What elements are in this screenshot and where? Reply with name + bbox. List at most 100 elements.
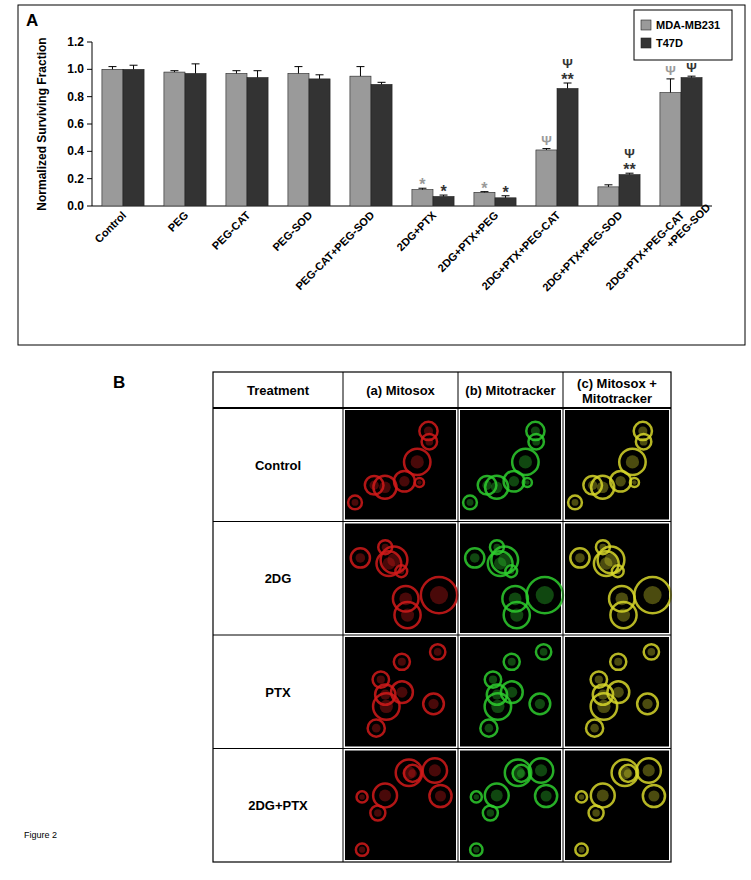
y-tick-label: 1.2 (67, 35, 84, 49)
cell-signal (643, 785, 665, 807)
x-axis: ControlPEGPEG-CATPEG-SODPEG-CAT+PEG-SOD2… (92, 192, 712, 301)
x-tick-label: PEG-CAT+PEG-SOD (293, 209, 376, 292)
cell-signal (615, 568, 621, 574)
cell-signal (368, 720, 385, 737)
cell-signal (570, 548, 589, 567)
micrograph (345, 410, 456, 520)
error-cap (192, 63, 200, 64)
x-tick-label: 2DG+PTX+PEG (435, 209, 500, 274)
error-bar (356, 67, 364, 77)
cell-signal (579, 794, 585, 800)
error-stem (670, 79, 671, 93)
cell-signal (529, 758, 553, 782)
label-line: PEG (165, 209, 190, 234)
cell-signal (505, 760, 531, 786)
legend-swatch (641, 20, 651, 30)
label-line: PEG-SOD (270, 209, 314, 253)
cell-signal (489, 675, 497, 683)
figure-label: Figure 2 (24, 830, 57, 840)
micrograph (345, 751, 456, 861)
micrograph (460, 751, 561, 861)
cell-signal (399, 592, 412, 605)
x-tick-label: 2DG+PTX+PEG-CAT+PEG-SOD (603, 192, 712, 301)
cell-signal (430, 586, 448, 604)
cell-signal (435, 790, 446, 801)
x-tick-label: PEG-SOD (270, 209, 314, 253)
label-line: 2DG+PTX+PEG-CAT (603, 209, 686, 292)
cell-signal (434, 648, 442, 656)
bar (557, 88, 578, 206)
cell-signal (508, 658, 516, 666)
treatment-label: 2DG+PTX (248, 798, 308, 813)
cell-signal (396, 760, 422, 786)
micrograph (565, 410, 669, 520)
cell-signal (487, 809, 495, 817)
cell-signal (612, 565, 624, 577)
cell-signal (377, 675, 385, 683)
cell-signal (411, 455, 424, 468)
cell-signal (372, 724, 381, 733)
bar (598, 187, 619, 206)
image-table: Treatment(a) Mitosox(b) Mitotracker(c) M… (213, 372, 671, 862)
cell-signal (615, 592, 628, 605)
error-bar (192, 64, 200, 74)
bar (309, 79, 330, 206)
table-rule (213, 407, 671, 409)
cell-signal (402, 766, 415, 779)
error-stem (298, 67, 299, 74)
cell-signal (404, 449, 430, 475)
x-tick-label-group: PEG-SOD (270, 209, 314, 253)
label-line: +PEG-SOD (664, 201, 713, 250)
x-tick-label: PEG-CAT (210, 209, 253, 252)
cell-signal (618, 766, 631, 779)
cell-signal (506, 687, 517, 698)
cell-signal (591, 784, 615, 808)
error-cap (542, 148, 550, 149)
y-tick (87, 206, 92, 207)
cell-signal (632, 480, 637, 485)
cell-signal (359, 847, 365, 853)
cell-signal (630, 478, 639, 487)
cell-signal (535, 764, 547, 776)
cell-signal (505, 565, 517, 577)
table-header: Treatment (247, 383, 310, 398)
significance-mark: * (481, 180, 488, 197)
cell-signal (421, 577, 457, 613)
label-line: 2DG+PTX (394, 208, 439, 253)
bar (536, 150, 557, 206)
error-bar (378, 82, 386, 84)
significance-mark: Ψ (686, 60, 697, 75)
annotations: **ΨΨ****Ψ**ΨΨ (419, 56, 696, 201)
cell-signal (541, 790, 552, 801)
table-rule (213, 521, 671, 522)
cell-signal (634, 422, 652, 440)
micrograph (345, 524, 456, 634)
table-rule (343, 372, 344, 862)
cell-signal (613, 687, 624, 698)
cell-signal (575, 843, 587, 855)
cell-signal (356, 553, 366, 563)
table-rule (213, 748, 671, 749)
cell-signal (428, 699, 438, 709)
bar (102, 69, 123, 206)
cell-signal (535, 699, 545, 709)
cell-signal (592, 809, 600, 817)
table-header: (b) Mitotracker (465, 383, 555, 398)
significance-mark: Ψ (541, 133, 552, 148)
cell-signal (597, 482, 609, 494)
treatment-label: 2DG (265, 571, 292, 586)
cell-signal (391, 681, 413, 703)
y-tick-label: 0.0 (67, 199, 84, 213)
bar (350, 76, 371, 206)
y-tick-label: 1.0 (67, 62, 84, 76)
plot-marks (102, 64, 702, 206)
significance-mark: Ψ (624, 146, 635, 161)
cell-signal (527, 577, 563, 613)
cell-signal (575, 553, 585, 563)
y-tick-label: 0.6 (67, 117, 84, 131)
cell-signal (590, 724, 599, 733)
cell-signal (642, 699, 652, 709)
error-cap (294, 66, 302, 67)
cell-signal (626, 455, 639, 468)
error-bar (108, 67, 116, 70)
